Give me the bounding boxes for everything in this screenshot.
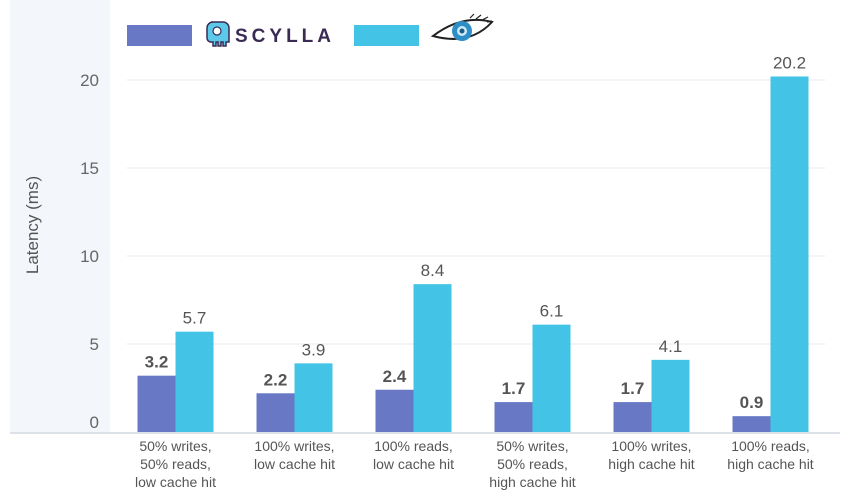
data-label: 0.9 [740,393,764,412]
legend-label-scylla: SCYLLA [235,26,335,47]
bar-scylla [137,375,176,432]
data-label: 3.9 [302,340,326,359]
bar-scylla [613,402,652,432]
bar-cassandra [294,363,333,432]
data-label: 2.4 [383,367,407,386]
x-category-label: 100% reads, [374,438,453,454]
x-category-label: high cache hit [727,456,814,472]
legend-swatch-scylla [127,25,192,46]
y-tick-label: 5 [90,335,99,354]
scylla-logo-icon [206,21,230,47]
bar-cassandra [770,76,809,432]
x-category-label: 50% reads, [497,456,568,472]
data-label: 5.7 [183,309,207,328]
y-tick-label: 20 [80,71,99,90]
x-category-label: 100% reads, [731,438,810,454]
y-tick-label: 10 [80,247,99,266]
legend: SCYLLA [127,13,494,47]
bar-cassandra [175,331,214,432]
data-label: 2.2 [264,370,288,389]
x-category-label: low cache hit [373,456,454,472]
bar-scylla [375,389,414,432]
bar-scylla [256,393,295,432]
data-label: 6.1 [540,302,564,321]
bar-cassandra [532,324,571,432]
y-axis-panel [10,0,110,432]
x-category-label: 100% writes, [254,438,334,454]
data-label: 1.7 [621,379,645,398]
bar-cassandra [651,359,690,432]
bar-scylla [494,402,533,432]
y-tick-label: 0 [90,413,99,432]
x-category-label: 50% writes, [496,438,568,454]
bar-scylla [732,416,771,432]
data-label: 8.4 [421,261,445,280]
y-tick-label: 15 [80,159,99,178]
x-category-label: 50% writes, [139,438,211,454]
x-category-label: low cache hit [254,456,335,472]
y-axis-label: Latency (ms) [23,176,42,274]
bar-cassandra [413,284,452,432]
x-category-label: low cache hit [135,474,216,490]
x-category-label: high cache hit [489,474,576,490]
data-label: 3.2 [145,353,169,372]
data-label: 20.2 [773,53,806,72]
data-label: 1.7 [502,379,526,398]
legend-swatch-cassandra [354,25,419,46]
x-category-label: 50% reads, [140,456,211,472]
x-category-label: 100% writes, [611,438,691,454]
data-label: 4.1 [659,337,683,356]
cassandra-eye-logo-icon [430,13,494,41]
x-category-label: high cache hit [608,456,695,472]
